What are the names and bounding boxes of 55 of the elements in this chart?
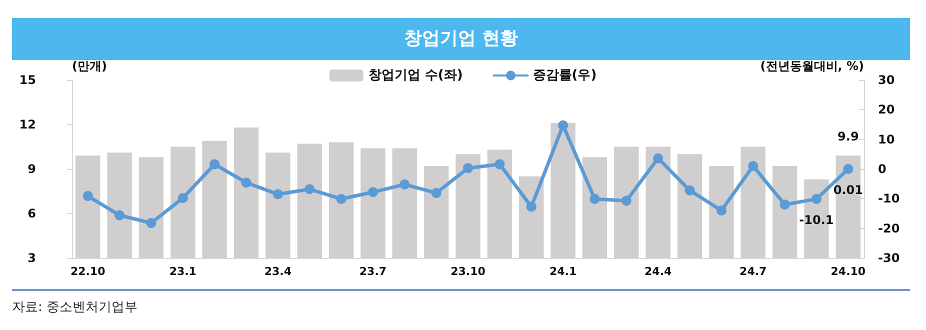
legend-label: 창업기업 수(좌) [368, 68, 463, 83]
data-label: 0.01 [833, 182, 863, 197]
y2-tick-label: -20 [878, 221, 900, 236]
point [621, 196, 632, 206]
point [304, 184, 315, 194]
x-tick-label: 24.4 [644, 265, 672, 278]
x-tick-label: 23.1 [169, 265, 196, 278]
point [590, 194, 600, 204]
y2-tick-label: 20 [878, 102, 895, 117]
point [526, 202, 536, 212]
y-axis-title: (만개) [72, 59, 107, 73]
point [400, 179, 410, 190]
y2-tick-label: 30 [878, 73, 895, 87]
point [558, 120, 568, 130]
point [431, 188, 442, 198]
y2-tick-label: 10 [878, 132, 895, 146]
point [146, 218, 156, 228]
x-tick-label: 24.10 [830, 265, 866, 278]
x-tick-label: 24.1 [549, 265, 577, 278]
x-tick-label: 23.7 [359, 265, 387, 278]
x-tick-label: 22.10 [70, 265, 106, 278]
point [843, 164, 854, 174]
data-label: -10.1 [799, 212, 834, 227]
point [241, 178, 252, 188]
y-tick-label: 3 [28, 251, 36, 265]
point [210, 159, 220, 170]
point [336, 194, 346, 204]
point [463, 163, 473, 174]
y2-tick-label: -30 [878, 251, 900, 265]
data-label: 9.9 [838, 130, 859, 144]
y2-tick-label: 0 [878, 162, 886, 176]
point [272, 189, 283, 200]
y-tick-label: 6 [28, 206, 36, 220]
point [811, 194, 822, 204]
y-tick-label: 15 [19, 73, 36, 87]
x-tick-label: 23.4 [264, 265, 292, 278]
point [748, 161, 758, 172]
x-tick-label: 23.10 [450, 265, 486, 278]
point [368, 187, 378, 198]
text: 자료: 중소벤처기업부 [12, 299, 138, 316]
point [114, 210, 125, 220]
y2-axis-title: (전년동월대비, %) [760, 59, 864, 73]
y-tick-label: 9 [28, 162, 36, 176]
point [684, 185, 695, 196]
legend-label: 증감률(우) [532, 68, 597, 83]
y-tick-label: 12 [19, 118, 36, 132]
point [494, 159, 505, 170]
point [178, 193, 188, 204]
x-tick-label: 24.7 [740, 265, 767, 278]
point [82, 191, 93, 201]
chart-title: 창업기업 현황 [12, 18, 910, 60]
point [653, 153, 664, 164]
point [716, 206, 726, 216]
point [780, 200, 790, 210]
y2-tick-label: -10 [878, 192, 900, 206]
